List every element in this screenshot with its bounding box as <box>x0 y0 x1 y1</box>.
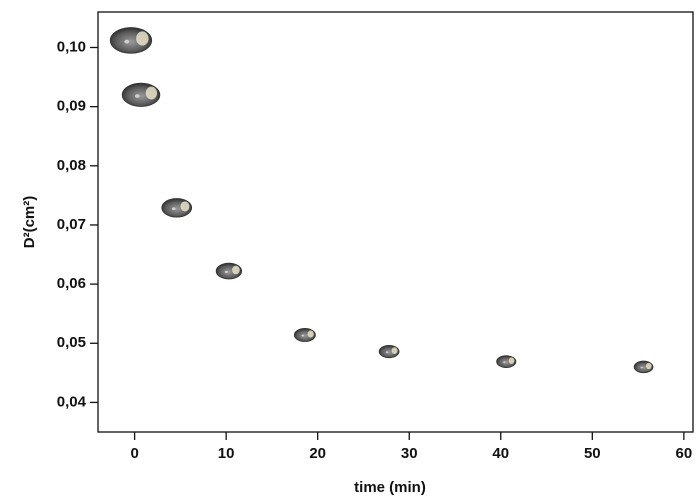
droplet-part <box>640 366 643 369</box>
droplet-part <box>301 334 305 337</box>
y-tick-label: 0,07 <box>57 216 86 233</box>
droplet <box>161 198 193 218</box>
y-tick-label: 0,06 <box>57 275 86 292</box>
droplet-part <box>503 361 506 364</box>
droplet-part <box>145 86 158 100</box>
droplet-part <box>136 31 149 46</box>
x-tick-label: 0 <box>130 445 138 462</box>
y-tick-label: 0,05 <box>57 334 86 351</box>
droplet-part <box>134 94 140 98</box>
droplet-part <box>171 207 176 211</box>
x-tick-label: 60 <box>676 445 693 462</box>
droplet <box>215 262 243 280</box>
y-tick-label: 0,10 <box>57 38 86 55</box>
droplet <box>121 82 161 107</box>
y-axis-label: D²(cm²) <box>21 196 38 249</box>
droplet-part <box>391 347 398 355</box>
droplet <box>496 355 517 368</box>
plot-frame <box>97 11 694 433</box>
droplet-part <box>645 362 652 370</box>
droplet <box>109 27 153 54</box>
droplet <box>293 328 316 342</box>
droplet-part <box>232 265 240 275</box>
droplet-part <box>508 357 515 364</box>
droplet-part <box>307 330 314 338</box>
y-tick-label: 0,09 <box>57 98 86 115</box>
x-axis-label: time (min) <box>354 479 426 496</box>
droplet-part <box>180 201 190 212</box>
x-tick-label: 10 <box>218 445 235 462</box>
x-tick-label: 50 <box>584 445 601 462</box>
droplet-part <box>385 351 389 354</box>
x-tick-label: 40 <box>492 445 509 462</box>
droplet-part <box>124 39 130 44</box>
droplet <box>378 344 400 359</box>
x-tick-label: 20 <box>309 445 326 462</box>
y-tick-label: 0,08 <box>57 157 86 174</box>
x-tick-label: 30 <box>401 445 418 462</box>
y-tick-label: 0,04 <box>57 393 87 410</box>
droplet-part <box>224 270 228 274</box>
droplet <box>633 360 654 374</box>
